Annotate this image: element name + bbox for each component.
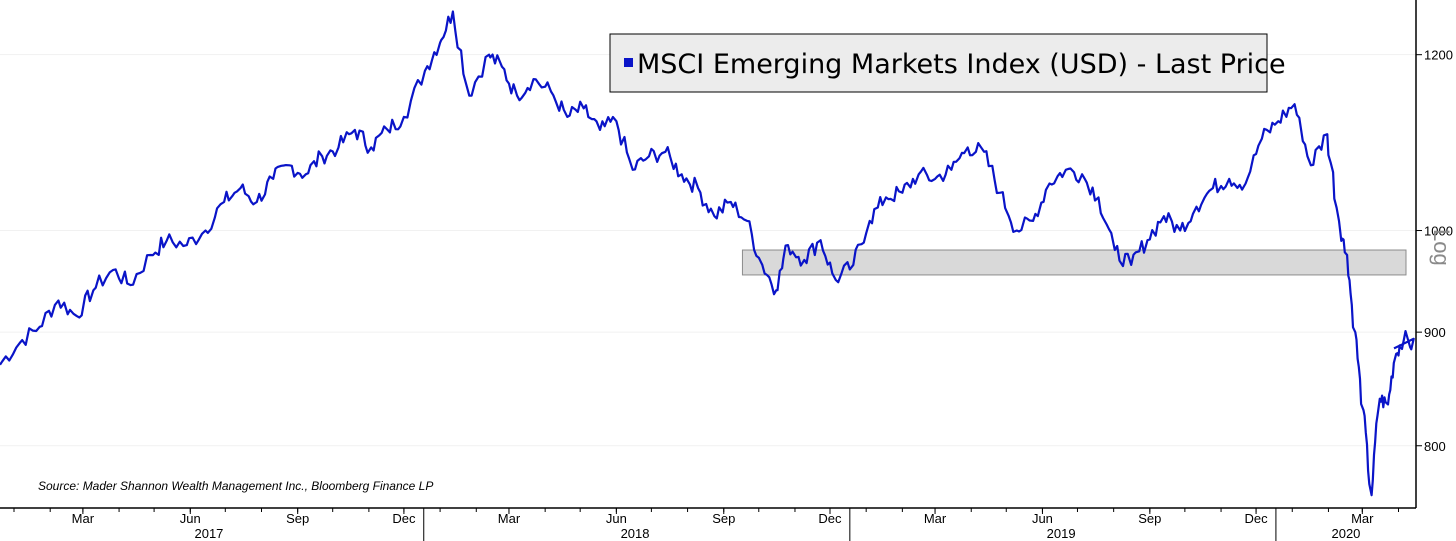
- x-tick-label: Dec: [392, 511, 416, 526]
- series-layer: [0, 10, 1415, 497]
- x-tick-label: Sep: [712, 511, 735, 526]
- source-note: Source: Mader Shannon Wealth Management …: [38, 479, 433, 493]
- x-tick-label: Dec: [818, 511, 842, 526]
- legend-box: [609, 33, 1268, 93]
- x-year-label: 2017: [194, 526, 223, 541]
- x-tick-label: Jun: [606, 511, 627, 526]
- legend: MSCI Emerging Markets Index (USD) - Last…: [609, 33, 1286, 93]
- x-tick-label: Mar: [924, 511, 947, 526]
- x-tick-label: Sep: [1138, 511, 1161, 526]
- x-tick-label: Dec: [1245, 511, 1269, 526]
- x-tick-label: Sep: [286, 511, 309, 526]
- x-axis-ticks: Mar Jun Sep Dec Mar Jun Sep Dec Mar Jun Sep Dec Mar2…: [13, 508, 1399, 541]
- x-tick-label: Mar: [498, 511, 521, 526]
- x-tick-label: Jun: [180, 511, 201, 526]
- legend-swatch: [624, 58, 633, 67]
- y-axis-ticks: 800 900 1000 1200: [1416, 48, 1453, 454]
- y-tick-label: 800: [1424, 439, 1446, 454]
- y-tick-label: 1200: [1424, 48, 1453, 63]
- series-line-msci-em: [0, 10, 1415, 497]
- legend-label: MSCI Emerging Markets Index (USD) - Last…: [637, 49, 1286, 80]
- y-tick-label: 1000: [1424, 224, 1453, 239]
- x-tick-label: Mar: [1351, 511, 1374, 526]
- x-tick-label: Mar: [72, 511, 95, 526]
- x-year-label: 2019: [1047, 526, 1076, 541]
- x-year-label: 2018: [621, 526, 650, 541]
- y-scale-label: Log: [1429, 229, 1454, 266]
- y-tick-label: 900: [1424, 325, 1446, 340]
- x-tick-label: Jun: [1032, 511, 1053, 526]
- x-year-label: 2020: [1331, 526, 1360, 541]
